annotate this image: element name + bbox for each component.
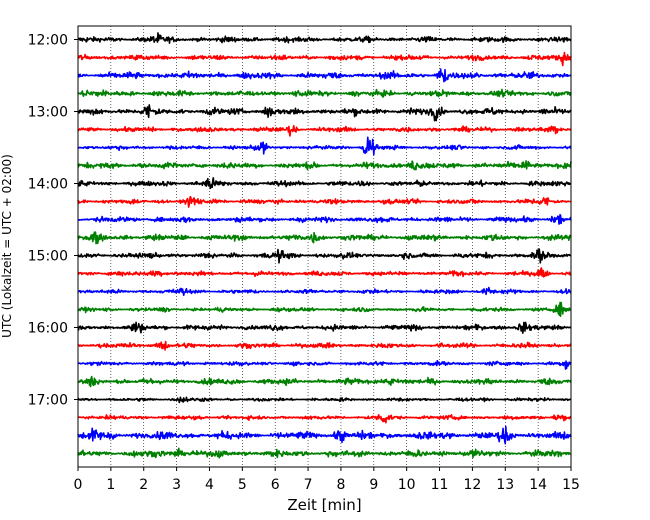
x-axis-label: Zeit [min] xyxy=(287,496,361,514)
trace-1745 xyxy=(77,447,572,459)
trace-1545 xyxy=(77,301,572,318)
x-tick-label-5: 5 xyxy=(238,477,247,493)
trace-1615 xyxy=(77,340,572,351)
trace-1530 xyxy=(77,286,572,297)
x-tick-label-4: 4 xyxy=(205,477,214,493)
trace-1645 xyxy=(77,375,572,388)
traces xyxy=(77,32,572,459)
trace-1315 xyxy=(77,124,572,137)
trace-1345 xyxy=(77,160,572,171)
trace-1215 xyxy=(77,51,572,67)
trace-1200 xyxy=(77,32,572,44)
y-tick-label-1300: 13:00 xyxy=(28,105,68,121)
trace-1300 xyxy=(77,104,572,122)
x-tick-label-15: 15 xyxy=(562,477,580,493)
trace-1245 xyxy=(77,88,572,98)
y-tick-label-1700: 17:00 xyxy=(28,393,68,409)
trace-1600 xyxy=(77,321,572,335)
plot-frame xyxy=(77,25,572,468)
trace-1715 xyxy=(77,414,572,424)
x-tick-label-0: 0 xyxy=(74,477,83,493)
x-tick-label-10: 10 xyxy=(398,477,416,493)
trace-1330 xyxy=(77,136,572,156)
trace-1515 xyxy=(77,267,572,278)
x-tick-label-3: 3 xyxy=(172,477,181,493)
y-tick-label-1600: 16:00 xyxy=(28,321,68,337)
trace-1445 xyxy=(77,231,572,245)
x-tick-label-14: 14 xyxy=(529,477,547,493)
trace-1415 xyxy=(77,195,572,208)
trace-1400 xyxy=(77,177,572,190)
trace-1700 xyxy=(77,396,572,404)
x-tick-label-1: 1 xyxy=(106,477,115,493)
y-tick-label-1400: 14:00 xyxy=(28,177,68,193)
x-tick-label-2: 2 xyxy=(139,477,148,493)
y-tick-label-1500: 15:00 xyxy=(28,249,68,265)
trace-1500 xyxy=(77,248,572,264)
trace-1630 xyxy=(77,359,572,370)
x-tick-label-8: 8 xyxy=(336,477,345,493)
x-tick-label-13: 13 xyxy=(496,477,514,493)
y-tick-label-1200: 12:00 xyxy=(28,33,68,49)
x-tick-label-7: 7 xyxy=(304,477,313,493)
trace-1430 xyxy=(77,213,572,225)
x-tick-label-6: 6 xyxy=(271,477,280,493)
x-axis-ticks: 0 1 2 3 4 5 6 7 8 9 10 11 12 13 14 15 xyxy=(74,467,580,493)
trace-1230 xyxy=(77,68,572,83)
x-tick-label-9: 9 xyxy=(369,477,378,493)
trace-1730 xyxy=(77,425,572,445)
y-axis-ticks: 12:00 13:00 14:00 15:00 16:00 17:00 xyxy=(28,33,78,409)
y-axis-label: UTC (Lokalzeit = UTC + 02:00) xyxy=(0,154,14,338)
x-tick-label-12: 12 xyxy=(463,477,481,493)
x-tick-label-11: 11 xyxy=(431,477,449,493)
